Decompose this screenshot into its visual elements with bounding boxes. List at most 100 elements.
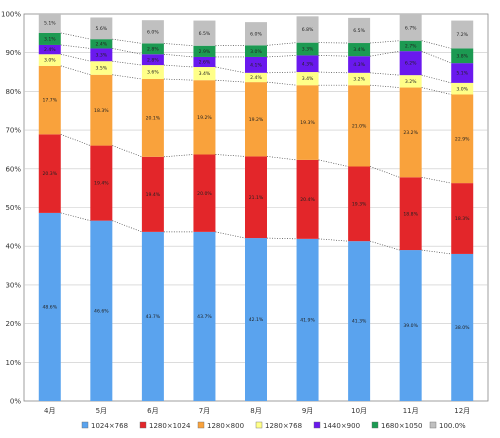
bar-segment — [296, 85, 319, 160]
connector-line — [215, 231, 246, 239]
bar-segment — [90, 61, 113, 75]
data-label: 20.3% — [42, 171, 57, 177]
data-label: 3.0% — [250, 49, 262, 55]
data-label: 2.4% — [44, 47, 56, 53]
x-tick-label: 6月 — [147, 407, 158, 415]
connector-line — [421, 176, 452, 184]
legend-swatch — [371, 421, 379, 429]
bar-segment — [193, 154, 216, 232]
bar-segment — [296, 16, 319, 43]
data-label: 22.9% — [455, 136, 470, 142]
connector-line — [370, 240, 400, 251]
legend-swatch — [313, 421, 321, 429]
bar-segment — [141, 20, 164, 44]
bar-segment — [451, 82, 474, 95]
data-label: 2.7% — [405, 44, 417, 50]
data-label: 3.4% — [199, 71, 211, 77]
connector-line — [60, 53, 91, 62]
data-label: 6.5% — [199, 31, 211, 37]
x-tick-label: 5月 — [96, 407, 107, 415]
bar-segment — [348, 72, 371, 86]
connector-line — [60, 212, 91, 221]
bar-segment — [399, 75, 422, 88]
bar-segment — [90, 17, 113, 40]
data-label: 4.1% — [250, 62, 262, 68]
data-label: 2.6% — [199, 60, 211, 66]
x-tick-label: 12月 — [454, 407, 470, 415]
bar-segment — [348, 43, 371, 57]
y-tick-label: 0% — [10, 398, 21, 406]
y-tick-label: 50% — [5, 204, 21, 212]
data-label: 18.3% — [94, 108, 109, 114]
data-label: 6.8% — [302, 27, 314, 33]
bar-segment — [141, 54, 164, 66]
bar-segment — [193, 231, 216, 401]
data-label: 6.0% — [147, 29, 159, 35]
data-label: 20.0% — [197, 191, 212, 197]
x-tick-label: 4月 — [44, 407, 55, 415]
bar-segment — [296, 238, 319, 401]
bar-segment — [399, 177, 422, 251]
bar-segment — [245, 156, 267, 239]
y-tick-label: 40% — [5, 243, 21, 251]
x-tick-label: 7月 — [199, 407, 210, 415]
data-label: 19.2% — [197, 115, 212, 121]
legend-label: 1280×1024 — [149, 422, 191, 430]
data-label: 5.1% — [44, 21, 56, 27]
data-label: 4.3% — [353, 62, 365, 68]
bar-segment — [38, 65, 61, 135]
data-label: 3.8% — [456, 53, 468, 59]
connector-line — [60, 65, 91, 76]
data-label: 42.1% — [249, 317, 264, 323]
legend-swatch — [429, 421, 437, 429]
bar-segment — [38, 212, 61, 401]
data-label: 3.3% — [302, 47, 314, 53]
legend-label: 1440×900 — [323, 422, 360, 430]
connector-line — [112, 48, 142, 55]
bar-segment — [451, 20, 474, 49]
data-label: 38.0% — [455, 325, 470, 331]
legend-swatch — [255, 421, 263, 429]
bar-segment — [451, 63, 474, 83]
bar-segment — [296, 42, 319, 56]
data-label: 48.6% — [42, 305, 57, 311]
data-label: 6.5% — [353, 28, 365, 34]
data-label: 19.3% — [352, 201, 367, 207]
legend-swatch — [81, 421, 89, 429]
data-label: 6.7% — [405, 25, 417, 31]
data-label: 19.4% — [146, 192, 161, 198]
legend-label: 1280×800 — [207, 422, 244, 430]
data-label: 23.2% — [403, 130, 418, 136]
legend-label: 1280×768 — [265, 422, 302, 430]
connector-line — [112, 145, 143, 158]
connector-line — [60, 32, 91, 40]
data-label: 19.2% — [249, 117, 264, 123]
bar-segment — [296, 159, 319, 239]
y-tick-label: 10% — [5, 359, 21, 367]
bar-segment — [193, 56, 216, 68]
data-label: 19.3% — [300, 120, 315, 126]
data-label: 4.3% — [302, 61, 314, 67]
data-label: 5.1% — [456, 71, 468, 77]
data-label: 20.4% — [300, 197, 315, 203]
bar-segment — [348, 166, 371, 242]
bar-segment — [245, 45, 267, 57]
data-label: 21.0% — [352, 123, 367, 129]
bar-segment — [38, 134, 61, 213]
bar-segment — [399, 51, 422, 76]
bar-segment — [245, 82, 267, 157]
data-label: 18.3% — [455, 216, 470, 222]
bar-segment — [193, 67, 216, 81]
bar-segment — [90, 74, 113, 146]
bar-segment — [348, 241, 371, 401]
bar-segment — [451, 94, 474, 184]
connector-line — [60, 134, 91, 146]
data-label: 43.7% — [197, 314, 212, 320]
bar-segment — [245, 238, 267, 401]
legend-label: 1024×768 — [91, 422, 128, 430]
data-label: 6.2% — [405, 61, 417, 67]
legend-label: 1680×1050 — [381, 422, 423, 430]
y-tick-label: 70% — [5, 127, 21, 135]
data-label: 3.5% — [95, 66, 107, 72]
